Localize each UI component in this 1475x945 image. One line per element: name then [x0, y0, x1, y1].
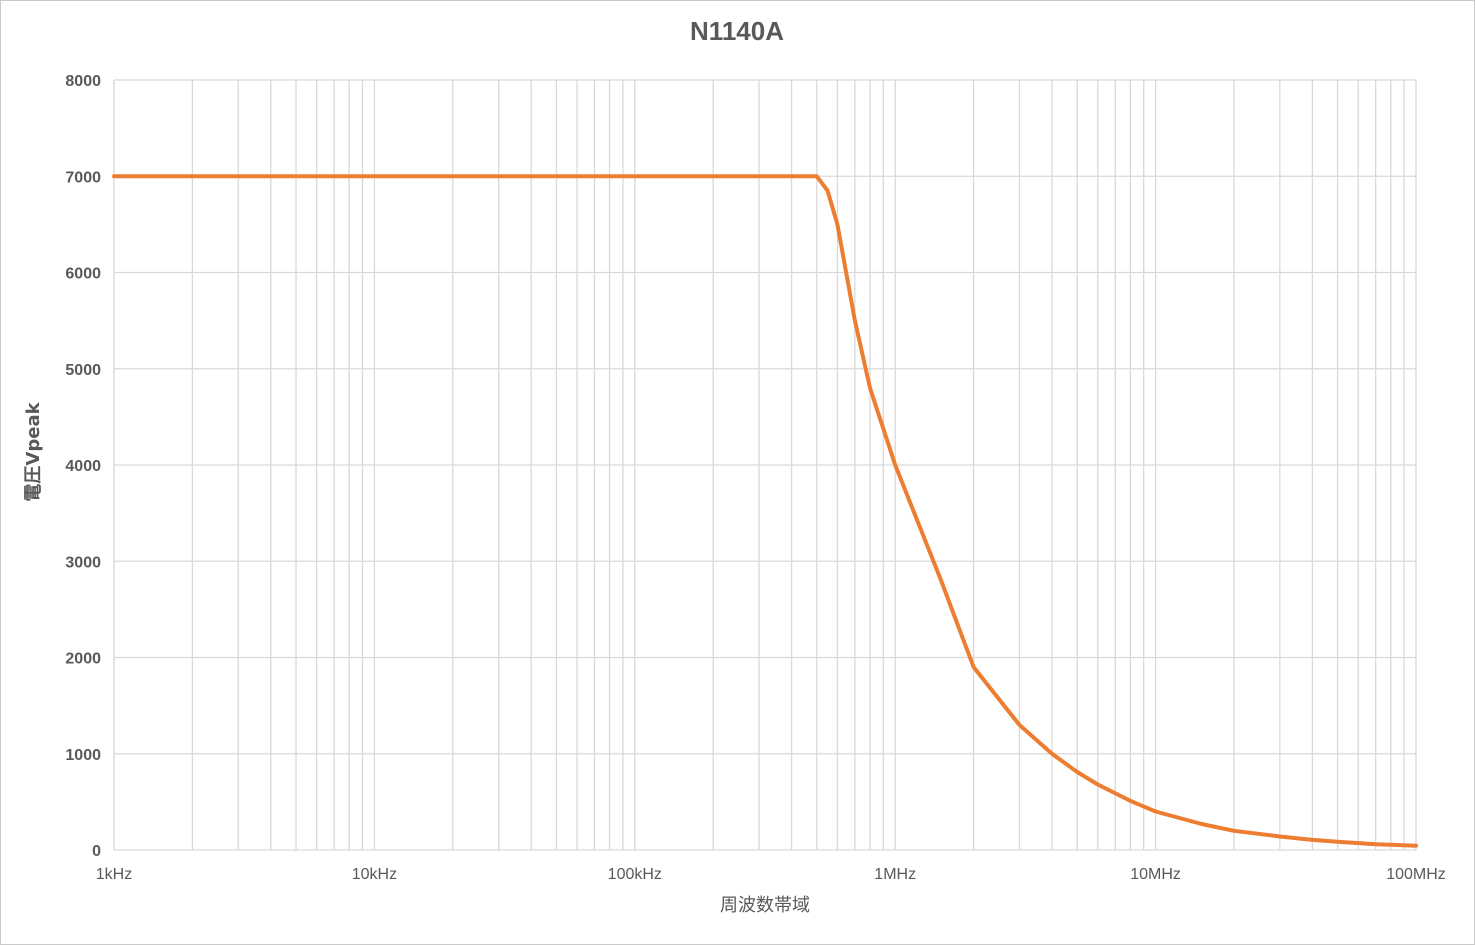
- x-tick-label: 10kHz: [352, 866, 397, 883]
- y-tick-labels: 0 1000 2000 3000 4000 5000 6000 7000 8000: [65, 73, 101, 860]
- y-tick-label: 0: [92, 843, 101, 860]
- x-tick-label: 100kHz: [608, 866, 662, 883]
- x-tick-label: 100MHz: [1386, 866, 1446, 883]
- y-tick-label: 3000: [65, 554, 101, 571]
- x-tick-label: 10MHz: [1130, 866, 1181, 883]
- series-line: [112, 174, 1418, 848]
- x-tick-labels: 1kHz 10kHz 100kHz 1MHz 10MHz 100MHz: [96, 866, 1446, 883]
- chart-title: N1140A: [690, 16, 784, 46]
- y-tick-label: 4000: [65, 458, 101, 475]
- y-tick-label: 1000: [65, 747, 101, 764]
- grid: [113, 79, 1417, 851]
- x-tick-label: 1MHz: [874, 866, 916, 883]
- y-tick-label: 2000: [65, 651, 101, 668]
- y-tick-label: 7000: [65, 169, 101, 186]
- x-axis-label: 周波数帯域: [720, 895, 810, 916]
- x-tick-label: 1kHz: [96, 866, 132, 883]
- y-tick-label: 8000: [65, 73, 101, 90]
- series-group: [112, 174, 1418, 848]
- y-tick-label: 5000: [65, 362, 101, 379]
- y-axis-label: 電圧Vpeak: [23, 401, 44, 501]
- y-tick-label: 6000: [65, 266, 101, 283]
